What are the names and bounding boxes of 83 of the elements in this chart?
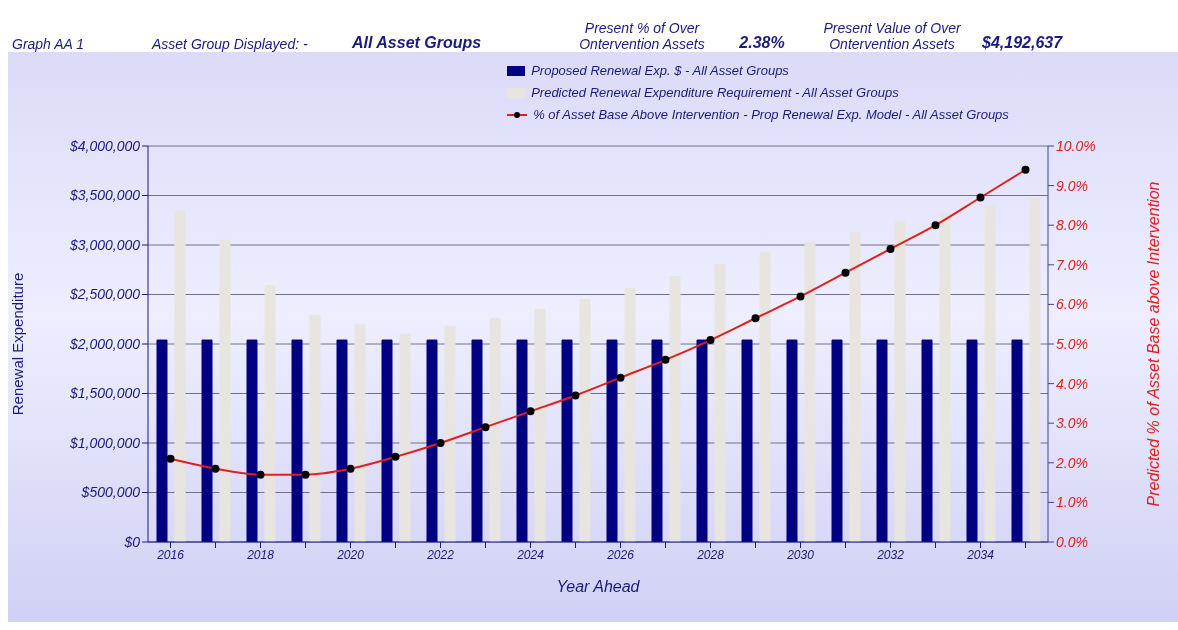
y-tick-label: $3,500,000 [68,187,141,204]
y2-tick-label: 1.0% [1056,494,1088,511]
y-tick-label: $0 [123,533,141,550]
bar [1029,197,1041,542]
bar [849,231,861,542]
y-tick-label: $4,000,000 [68,137,141,154]
bar [264,285,276,542]
y2-tick-label: 4.0% [1056,375,1088,392]
x-tick-label: 2018 [246,547,275,562]
y2-tick-label: 8.0% [1056,217,1088,234]
bar [984,204,996,542]
bar [579,298,591,542]
bar [714,264,726,542]
legend-label: Proposed Renewal Exp. $ - All Asset Groups [531,62,789,80]
y2-tick-label: 9.0% [1056,177,1088,194]
bar [354,323,366,542]
y2-axis-title: Predicted % of Asset Base above Intervention [1144,181,1162,507]
bar [516,339,528,542]
bar [381,339,393,542]
bar [651,339,663,542]
y-tick-label: $500,000 [80,484,141,501]
bar [966,339,978,542]
bar [804,241,816,542]
bar [921,339,933,542]
bar [894,221,906,542]
x-tick-label: 2022 [426,547,455,562]
bar [291,339,303,542]
bar [336,339,348,542]
bar [759,252,771,542]
bar [471,339,483,542]
y-tick-label: $2,500,000 [68,286,141,303]
bar [309,314,321,542]
bar [741,339,753,542]
legend-label: Predicted Renewal Expenditure Requirement - All Asset Groups [531,84,899,102]
text: All Asset Groups [352,34,483,52]
bar [624,288,636,542]
bar [534,308,546,542]
bar [561,339,573,542]
y2-tick-label: 6.0% [1056,296,1088,313]
y-tick-label: $1,500,000 [68,385,141,402]
x-tick-label: 2028 [696,547,725,562]
y-tick-label: $3,000,000 [68,236,141,253]
bar [426,339,438,542]
y2-tick-label: 7.0% [1056,256,1088,273]
bar [444,325,456,542]
x-tick-label: 2024 [516,547,545,562]
bar [156,339,168,542]
y2-tick-label: 5.0% [1056,335,1088,352]
legend-label: % of Asset Base Above Intervention - Prop Renewal Exp. Model - All Asset Groups [533,106,1009,124]
y-tick-label: $2,000,000 [68,335,141,352]
text: 2.38% [738,34,786,52]
y-axis-title: Renewal Expenditure [9,272,27,416]
y2-tick-label: 10.0% [1056,137,1096,154]
bar [786,339,798,542]
bar [489,317,501,542]
x-tick-label: 2032 [876,547,905,562]
x-tick-label: 2026 [606,547,635,562]
chart-title: Graph AA 1 [11,36,86,52]
text: $4,192,637 [982,34,1064,52]
bar [606,339,618,542]
x-tick-label: 2016 [156,547,185,562]
x-tick-label: 2034 [966,547,995,562]
bar [831,339,843,542]
bar [246,339,258,542]
y2-tick-label: 3.0% [1056,415,1088,432]
bar [201,339,213,542]
y2-tick-label: 0.0% [1056,533,1088,550]
bar [174,210,186,542]
bar [399,333,411,542]
bar [876,339,888,542]
y-tick-label: $1,000,000 [68,434,141,451]
x-axis-title: Year Ahead [556,578,641,595]
text: Present % of Over Ontervention Assets [578,20,706,52]
bar [1011,339,1023,542]
bar [219,239,231,542]
text: Present Value of Over Ontervention Assets [822,20,962,52]
bar [939,212,951,542]
bar [669,276,681,542]
text: Asset Group Displayed: - [152,36,309,52]
x-tick-label: 2030 [786,547,815,562]
y2-tick-label: 2.0% [1055,454,1088,471]
x-tick-label: 2020 [336,547,365,562]
bar [696,339,708,542]
